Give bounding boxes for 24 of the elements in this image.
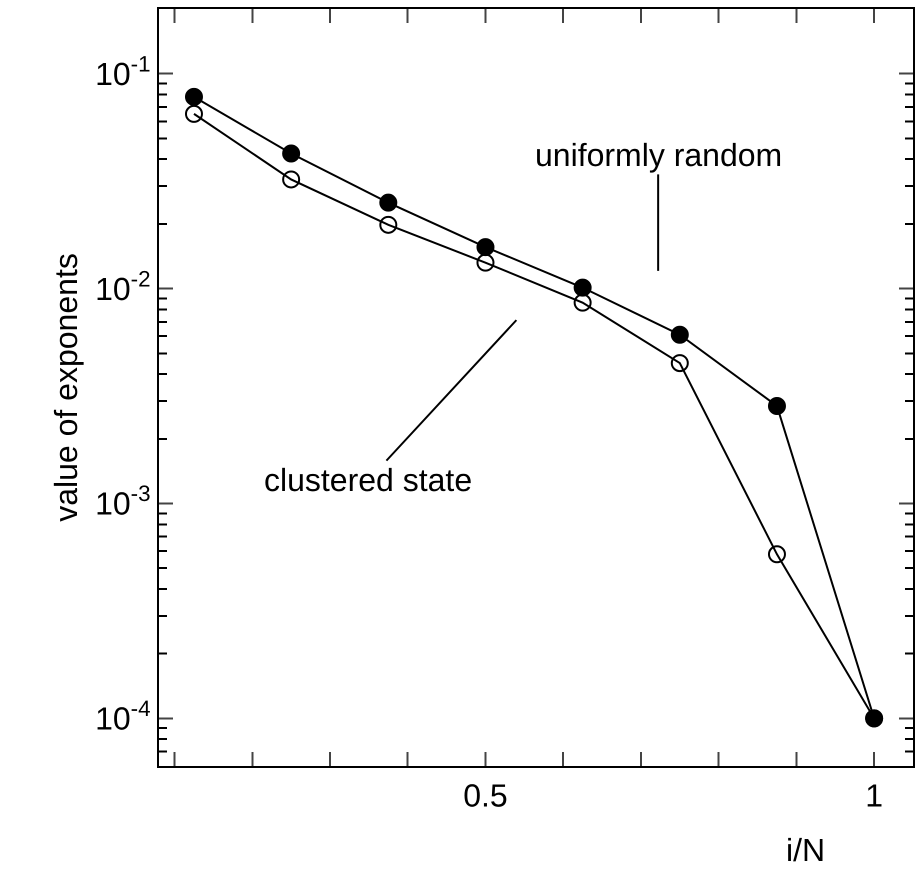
- point: [379, 194, 398, 212]
- point: [184, 88, 203, 106]
- point: [670, 326, 689, 344]
- y-tick-label: 10$^{-2}$: [95, 266, 151, 307]
- point: [476, 238, 494, 256]
- y-tick-label: 10$^{-4}$: [95, 696, 151, 737]
- point: [670, 354, 689, 372]
- x-tick-label: 0.5: [463, 777, 508, 814]
- y-axis-title: value of exponents: [48, 253, 84, 522]
- point: [476, 254, 494, 272]
- annotation: uniformly random: [535, 137, 782, 173]
- y-tick-label: 10$^{-1}$: [95, 51, 151, 92]
- point: [768, 545, 786, 564]
- point: [282, 144, 300, 163]
- point: [379, 216, 398, 234]
- x-tick-label: 1: [865, 777, 884, 814]
- point: [768, 397, 786, 416]
- point: [184, 104, 203, 123]
- point: [574, 294, 592, 312]
- y-tick-label: 10$^{-3}$: [95, 481, 151, 522]
- annotation: clustered state: [264, 462, 472, 498]
- x-axis-title: i/N: [786, 832, 826, 868]
- point: [282, 170, 300, 188]
- point: [574, 278, 592, 297]
